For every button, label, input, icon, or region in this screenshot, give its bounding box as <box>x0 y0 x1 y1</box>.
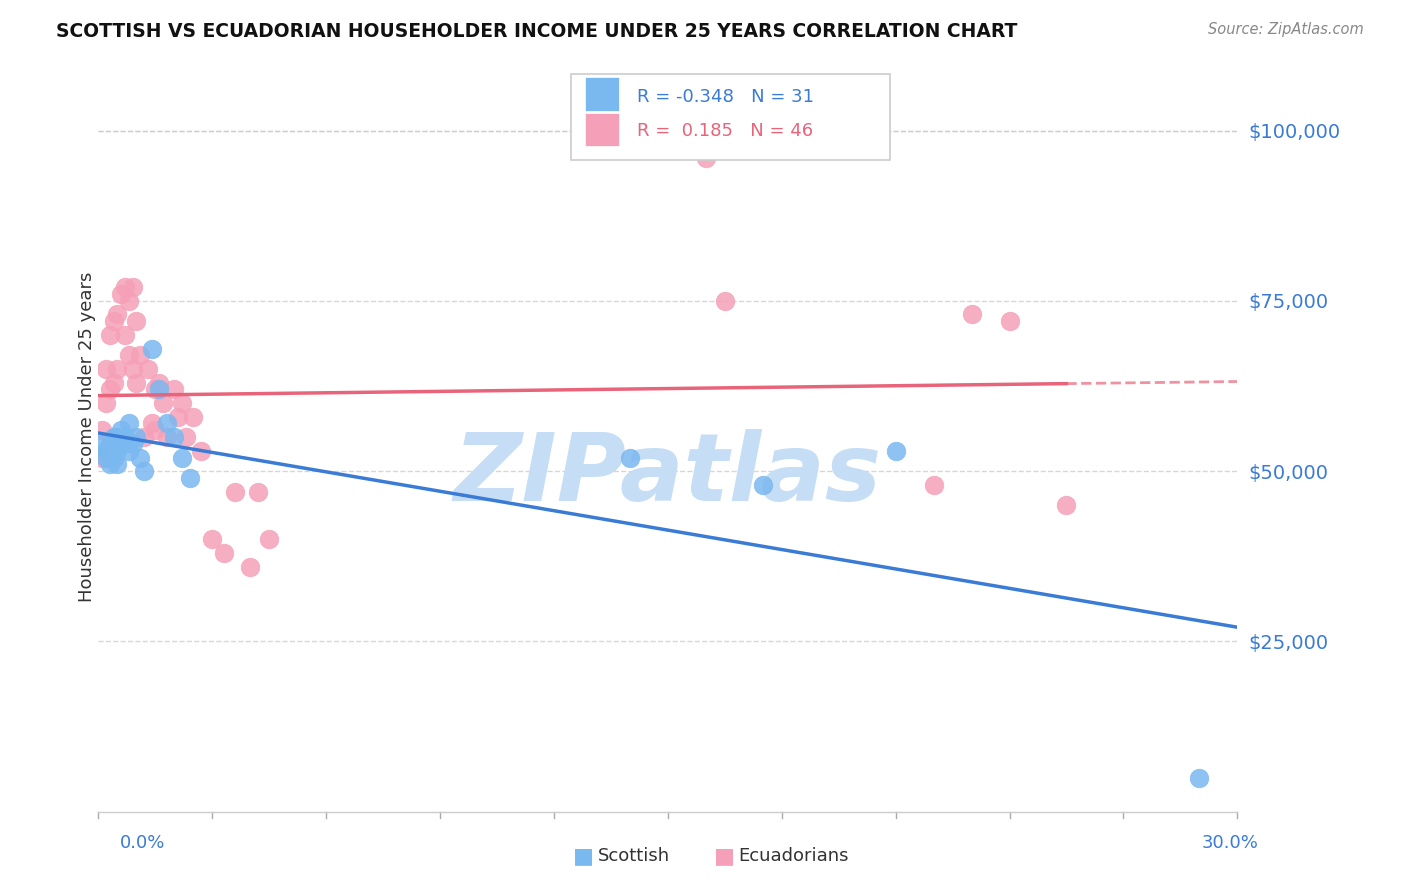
Point <box>141 417 163 431</box>
Point <box>224 484 246 499</box>
Point <box>94 443 117 458</box>
Point <box>121 437 143 451</box>
Point <box>145 383 167 397</box>
Point <box>91 450 114 465</box>
FancyBboxPatch shape <box>585 78 619 112</box>
Point <box>259 533 281 547</box>
Point <box>179 471 201 485</box>
FancyBboxPatch shape <box>571 74 890 160</box>
Point <box>884 443 907 458</box>
Point <box>212 546 235 560</box>
Text: SCOTTISH VS ECUADORIAN HOUSEHOLDER INCOME UNDER 25 YEARS CORRELATION CHART: SCOTTISH VS ECUADORIAN HOUSEHOLDER INCOM… <box>56 22 1018 41</box>
Point <box>103 437 125 451</box>
Point <box>107 458 129 472</box>
Point <box>922 477 945 491</box>
Point <box>148 376 170 390</box>
Point <box>94 362 117 376</box>
Point <box>960 308 983 322</box>
Point <box>183 409 205 424</box>
Text: Source: ZipAtlas.com: Source: ZipAtlas.com <box>1208 22 1364 37</box>
Point <box>121 362 143 376</box>
Point <box>141 342 163 356</box>
Point <box>129 348 152 362</box>
Point <box>1188 771 1211 785</box>
Point <box>91 423 114 437</box>
Point <box>170 396 193 410</box>
Point <box>619 450 641 465</box>
Point <box>98 383 121 397</box>
Point <box>156 417 179 431</box>
Point <box>94 450 117 465</box>
Point <box>132 464 155 478</box>
Point <box>695 151 717 165</box>
Point <box>98 327 121 342</box>
Point <box>145 423 167 437</box>
Point <box>125 376 148 390</box>
Text: 0.0%: 0.0% <box>120 834 165 852</box>
Point <box>163 430 186 444</box>
Y-axis label: Householder Income Under 25 years: Householder Income Under 25 years <box>79 272 96 602</box>
Point <box>118 293 141 308</box>
Point <box>201 533 224 547</box>
Point <box>107 362 129 376</box>
Point <box>125 314 148 328</box>
Point <box>114 430 136 444</box>
Point <box>103 376 125 390</box>
Point <box>132 430 155 444</box>
Point <box>129 450 152 465</box>
Point <box>125 430 148 444</box>
Point <box>190 443 212 458</box>
Point <box>121 280 143 294</box>
Point <box>91 437 114 451</box>
Point <box>98 443 121 458</box>
Point <box>98 458 121 472</box>
Point <box>239 559 262 574</box>
Point <box>163 383 186 397</box>
Text: ■: ■ <box>714 847 734 866</box>
Point <box>107 308 129 322</box>
Text: Ecuadorians: Ecuadorians <box>738 847 849 865</box>
Point <box>1056 498 1078 512</box>
Point <box>118 348 141 362</box>
Text: 30.0%: 30.0% <box>1202 834 1258 852</box>
Point <box>110 287 132 301</box>
Point <box>714 293 737 308</box>
Point <box>98 437 121 451</box>
Point <box>136 362 159 376</box>
Point <box>156 430 179 444</box>
Point <box>174 430 197 444</box>
Text: R =  0.185   N = 46: R = 0.185 N = 46 <box>637 122 813 140</box>
Point <box>148 383 170 397</box>
Point <box>170 450 193 465</box>
FancyBboxPatch shape <box>585 112 619 146</box>
Text: R = -0.348   N = 31: R = -0.348 N = 31 <box>637 88 814 106</box>
Point <box>103 430 125 444</box>
Point <box>167 409 190 424</box>
Point <box>152 396 174 410</box>
Point <box>114 327 136 342</box>
Point <box>118 417 141 431</box>
Point <box>118 443 141 458</box>
Point <box>752 477 775 491</box>
Point <box>110 437 132 451</box>
Point <box>94 396 117 410</box>
Point <box>998 314 1021 328</box>
Point <box>107 443 129 458</box>
Text: ZIPatlas: ZIPatlas <box>454 428 882 521</box>
Text: ■: ■ <box>574 847 593 866</box>
Point <box>107 430 129 444</box>
Point <box>103 314 125 328</box>
Text: Scottish: Scottish <box>598 847 669 865</box>
Point <box>110 423 132 437</box>
Point <box>114 280 136 294</box>
Point <box>246 484 269 499</box>
Point <box>103 450 125 465</box>
